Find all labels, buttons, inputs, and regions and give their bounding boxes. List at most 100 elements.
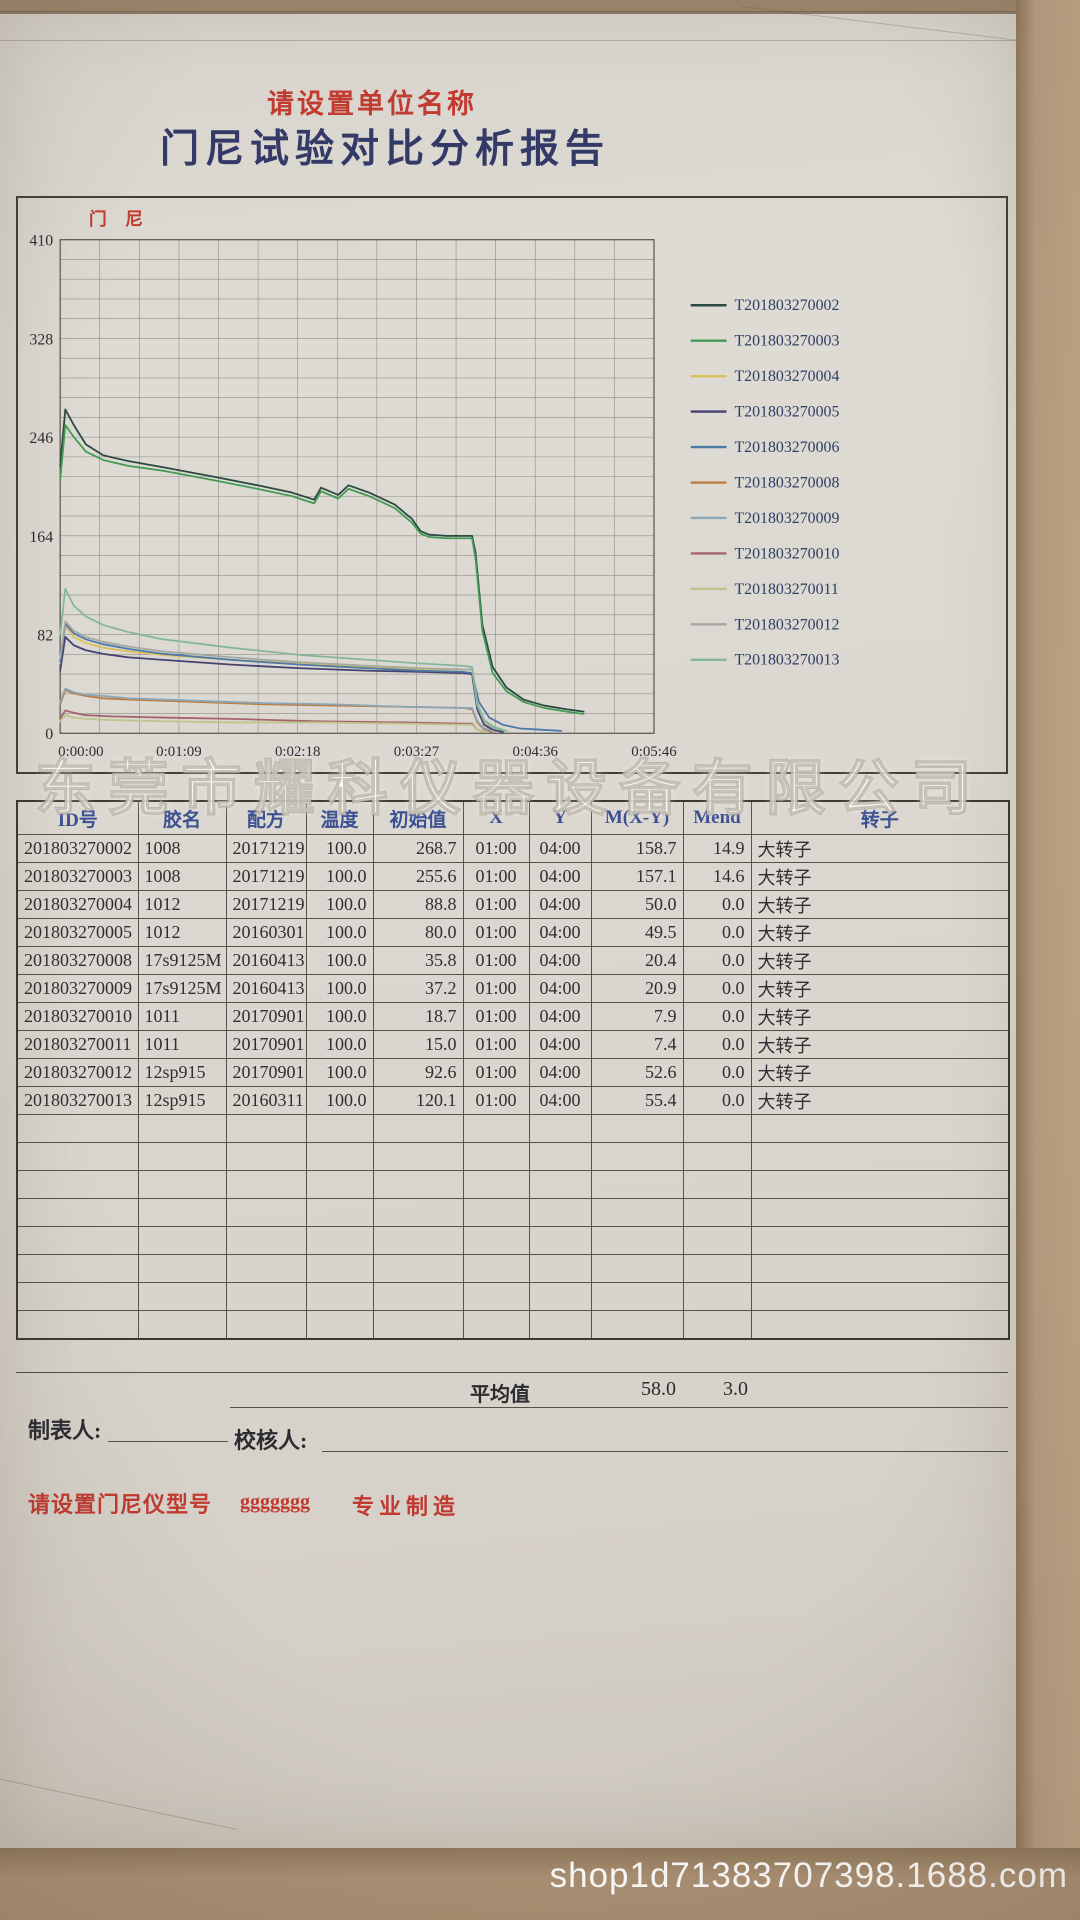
empty-table-cell <box>750 1142 1010 1171</box>
empty-table-cell <box>528 1198 592 1227</box>
y-tick-label: 0 <box>45 726 53 743</box>
table-cell: 01:00 <box>462 946 530 975</box>
series-line-T201803270003 <box>59 424 585 715</box>
table-cell: 201803270010 <box>16 1002 139 1031</box>
table-cell: 80.0 <box>372 918 464 947</box>
legend-label: T201803270010 <box>734 545 839 562</box>
empty-table-cell <box>305 1254 374 1283</box>
chart-canvas: 门 尼 410 328 246 164 82 0 0:00:00 0:01:09 0:02:18 0… <box>29 208 839 760</box>
mooney-chart: 门 尼 410 328 246 164 82 0 0:00:00 0:01:09 0:02:18 0… <box>16 196 1008 774</box>
empty-table-cell <box>682 1114 752 1143</box>
empty-table-cell <box>137 1198 227 1227</box>
empty-table-cell <box>372 1282 464 1311</box>
table-cell: 04:00 <box>528 974 592 1003</box>
empty-table-cell <box>590 1254 684 1283</box>
table-cell: 0.0 <box>682 1002 752 1031</box>
empty-table-cell <box>528 1282 592 1311</box>
table-cell: 04:00 <box>528 890 592 919</box>
empty-table-row <box>16 1310 1010 1340</box>
empty-table-cell <box>528 1114 592 1143</box>
empty-table-cell <box>682 1142 752 1171</box>
legend-label: T201803270004 <box>734 368 839 385</box>
empty-table-cell <box>16 1198 139 1227</box>
empty-table-row <box>16 1254 1010 1283</box>
photo-edge-bottom <box>0 1848 1080 1920</box>
table-row: 201803270009 17s9125M 20160413 100.0 37.2 01:… <box>16 974 1010 1003</box>
page-title: 门尼试验对比分析报告 <box>159 128 610 171</box>
table-cell: 100.0 <box>305 918 374 947</box>
y-tick-label: 164 <box>29 529 53 546</box>
table-cell: 14.6 <box>682 862 752 891</box>
table-cell: 20170901 <box>225 1058 307 1087</box>
table-cell: 大转子 <box>750 1086 1010 1115</box>
table-cell: 大转子 <box>750 890 1010 919</box>
legend-label: T201803270013 <box>734 652 839 669</box>
table-cell: 1008 <box>137 834 227 863</box>
y-tick-label: 410 <box>29 233 53 250</box>
empty-table-cell <box>372 1114 464 1143</box>
empty-table-cell <box>372 1310 464 1340</box>
table-cell: 14.9 <box>682 834 752 863</box>
empty-table-cell <box>750 1282 1010 1311</box>
empty-table-cell <box>225 1170 307 1199</box>
empty-table-cell <box>305 1114 374 1143</box>
empty-table-cell <box>225 1114 307 1143</box>
table-cell: 7.9 <box>590 1002 684 1031</box>
table-cell: 201803270004 <box>16 890 139 919</box>
table-cell: 20.4 <box>590 946 684 975</box>
empty-table-cell <box>590 1114 684 1143</box>
table-cell: 01:00 <box>462 890 530 919</box>
legend-label: T201803270002 <box>734 297 839 314</box>
table-cell: 1008 <box>137 862 227 891</box>
empty-table-cell <box>372 1142 464 1171</box>
results-table-wrap: ID号 胶名 配方 温度 初始值 X Y M(X-Y) Mend 转子 201803270002 10… <box>16 800 1010 1340</box>
x-tick-label: 0:02:18 <box>275 744 320 760</box>
table-cell: 20160413 <box>225 946 307 975</box>
empty-table-cell <box>750 1198 1010 1227</box>
table-cell: 201803270002 <box>16 834 139 863</box>
y-tick-label: 82 <box>37 628 53 645</box>
table-cell: 100.0 <box>305 890 374 919</box>
table-cell: 04:00 <box>528 1030 592 1059</box>
table-cell: 201803270003 <box>16 862 139 891</box>
empty-table-row <box>16 1114 1010 1143</box>
column-header: Y <box>528 800 592 835</box>
empty-table-cell <box>372 1170 464 1199</box>
table-cell: 35.8 <box>372 946 464 975</box>
table-cell: 7.4 <box>590 1030 684 1059</box>
table-cell: 17s9125M <box>137 974 227 1003</box>
empty-table-cell <box>16 1226 139 1255</box>
legend-label: T201803270003 <box>734 333 839 350</box>
column-header: 温度 <box>305 800 374 835</box>
empty-table-cell <box>528 1310 592 1340</box>
series-line-T201803270011 <box>59 714 485 733</box>
unit-name-notice: 请设置单位名称 <box>267 89 477 119</box>
table-cell: 0.0 <box>682 890 752 919</box>
empty-table-row <box>16 1170 1010 1199</box>
results-table: ID号 胶名 配方 温度 初始值 X Y M(X-Y) Mend 转子 201803270002 10… <box>16 800 1010 1340</box>
average-label: 平均值 <box>470 1384 530 1406</box>
photo-edge-right <box>1016 0 1080 1920</box>
table-cell: 158.7 <box>590 834 684 863</box>
empty-table-cell <box>750 1254 1010 1283</box>
empty-table-cell <box>590 1170 684 1199</box>
column-header: 配方 <box>225 800 307 835</box>
empty-table-cell <box>528 1254 592 1283</box>
empty-table-cell <box>305 1226 374 1255</box>
table-cell: 120.1 <box>372 1086 464 1115</box>
empty-table-cell <box>305 1170 374 1199</box>
empty-table-cell <box>225 1226 307 1255</box>
table-cell: 20160301 <box>225 918 307 947</box>
empty-table-cell <box>225 1198 307 1227</box>
average-mxy-value: 58.0 <box>641 1378 676 1400</box>
table-cell: 201803270005 <box>16 918 139 947</box>
series-line-T201803270002 <box>59 408 585 713</box>
table-cell: 01:00 <box>462 1058 530 1087</box>
empty-table-cell <box>682 1254 752 1283</box>
empty-table-cell <box>372 1226 464 1255</box>
table-cell: 92.6 <box>372 1058 464 1087</box>
empty-table-cell <box>750 1310 1010 1340</box>
table-cell: 1012 <box>137 918 227 947</box>
table-cell: 大转子 <box>750 1058 1010 1087</box>
